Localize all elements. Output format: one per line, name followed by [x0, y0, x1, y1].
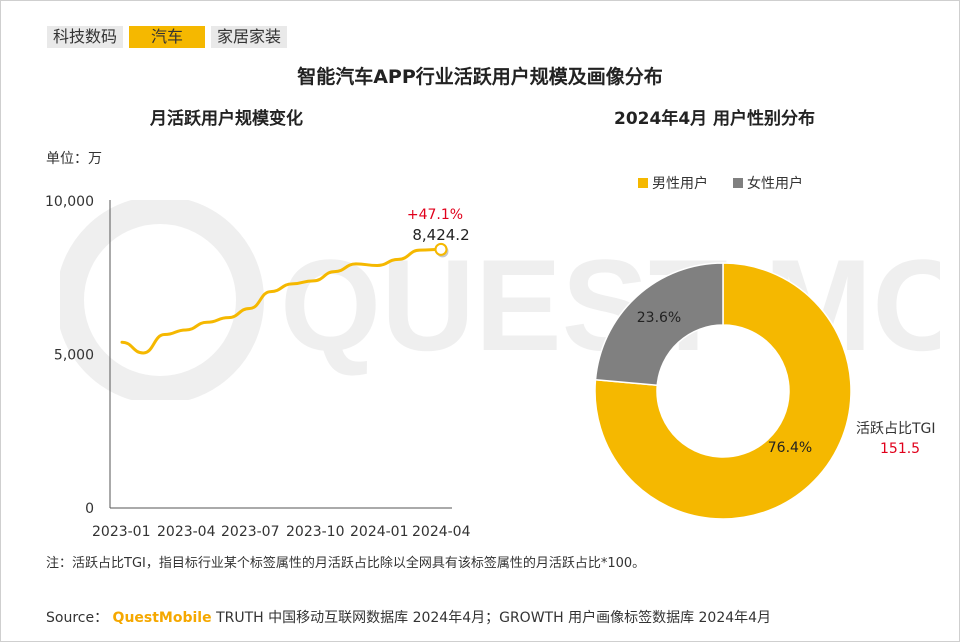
line-chart-title: 月活跃用户规模变化 [150, 109, 303, 129]
pie-slice-female [594, 262, 724, 387]
source-brand: QuestMobile [112, 610, 212, 626]
x-tick-label: 2023-01 [92, 524, 151, 540]
tgi-value: 151.5 [880, 441, 920, 457]
series-line-mau [120, 247, 443, 355]
pie-slice-label: 76.4% [768, 440, 812, 456]
x-tick-label: 2024-04 [412, 524, 471, 540]
legend-swatch-male [638, 178, 648, 188]
y-tick-label: 10,000 [45, 194, 94, 210]
last-point-marker [434, 242, 448, 256]
source-prefix: Source： [46, 610, 109, 626]
growth-label: +47.1% [407, 207, 463, 223]
category-tabs: 科技数码 汽车 家居家装 [47, 26, 288, 48]
tab-home[interactable]: 家居家装 [211, 26, 288, 48]
y-tick-label: 0 [85, 501, 94, 517]
unit-label: 单位：万 [46, 151, 102, 167]
x-tick-label: 2024-01 [350, 524, 409, 540]
y-tick-label: 5,000 [54, 348, 94, 364]
source-line: Source： QuestMobile TRUTH 中国移动互联网数据库 202… [46, 607, 771, 627]
x-tick-label: 2023-07 [221, 524, 280, 540]
pie-slice-male [594, 262, 852, 520]
legend-label-male: 男性用户 [652, 175, 708, 192]
footnote: 注：活跃占比TGI，指目标行业某个标签属性的月活跃占比除以全网具有该标签属性的月… [46, 556, 646, 571]
x-tick-label: 2023-04 [157, 524, 216, 540]
tgi-label: 活跃占比TGI [856, 421, 936, 437]
source-text: TRUTH 中国移动互联网数据库 2024年4月；GROWTH 用户画像标签数据… [216, 610, 772, 626]
last-value-label: 8,424.2 [412, 226, 469, 244]
x-tick-label: 2023-10 [286, 524, 345, 540]
tab-tech[interactable]: 科技数码 [47, 26, 124, 48]
tab-auto[interactable]: 汽车 [129, 26, 206, 48]
legend-swatch-female [733, 178, 743, 188]
pie-slice-label: 23.6% [637, 310, 681, 326]
pie-chart-title: 2024年4月 用户性别分布 [614, 109, 816, 129]
page-title: 智能汽车APP行业活跃用户规模及画像分布 [297, 66, 663, 88]
legend-label-female: 女性用户 [747, 175, 803, 192]
